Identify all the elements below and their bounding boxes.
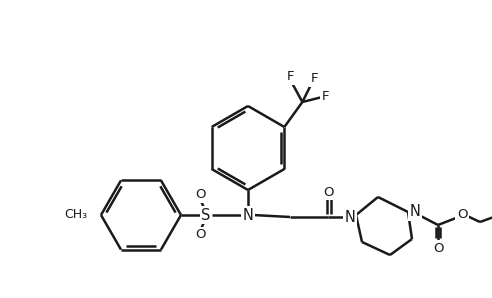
Text: O: O	[196, 229, 206, 241]
Text: F: F	[287, 71, 294, 83]
Text: O: O	[324, 185, 334, 198]
Text: S: S	[201, 207, 211, 223]
Text: N: N	[243, 207, 253, 223]
Text: O: O	[196, 189, 206, 201]
Text: O: O	[433, 241, 443, 254]
Text: O: O	[457, 209, 467, 221]
Text: N: N	[409, 204, 421, 220]
Text: F: F	[310, 72, 318, 86]
Text: N: N	[344, 209, 355, 224]
Text: CH₃: CH₃	[64, 209, 87, 221]
Text: F: F	[322, 91, 329, 103]
